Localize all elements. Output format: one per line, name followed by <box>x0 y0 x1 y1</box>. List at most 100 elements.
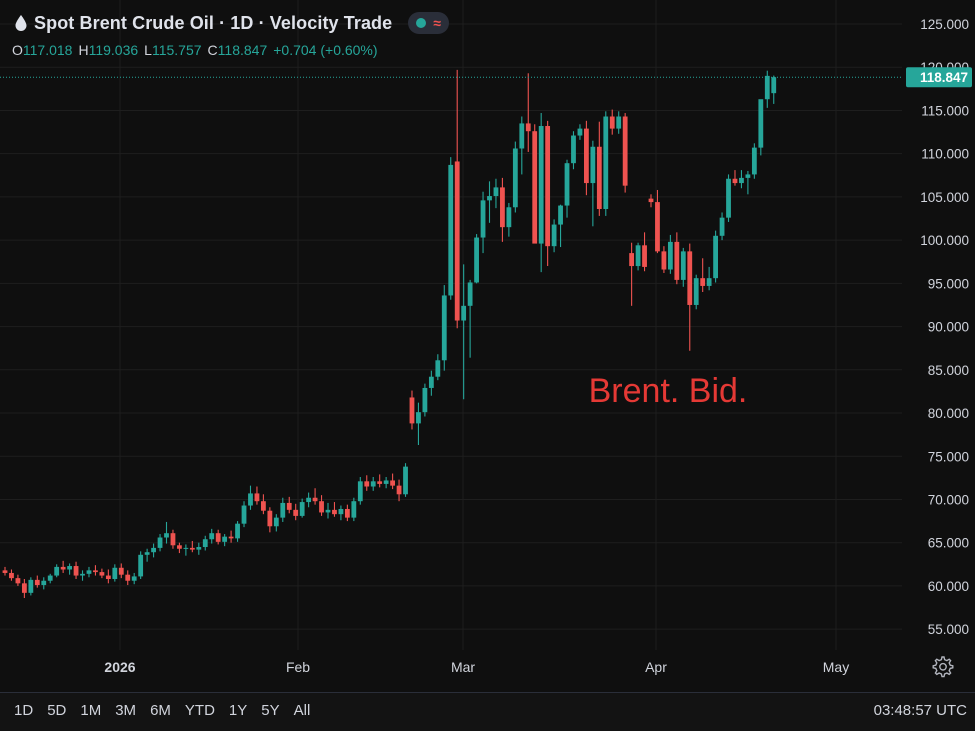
y-tick-label: 110.000 <box>921 147 969 162</box>
price-axis: 125.000120.000115.000110.000105.000100.0… <box>0 17 972 675</box>
candle <box>86 566 92 578</box>
candle <box>448 157 454 300</box>
candle-body <box>622 116 628 186</box>
candle <box>54 564 60 578</box>
candle-body <box>344 508 350 518</box>
candle <box>235 521 240 542</box>
candle <box>280 497 286 522</box>
candle <box>480 191 486 254</box>
candle-body <box>151 547 156 553</box>
candle-body <box>642 245 647 267</box>
candle <box>596 121 602 216</box>
candle <box>751 143 757 179</box>
candle-body <box>312 497 318 502</box>
x-tick-label: May <box>823 659 849 675</box>
candle-body <box>655 202 660 252</box>
ohlc-readout: O117.018 H119.036 L115.757 C118.847 +0.7… <box>12 42 378 58</box>
candle-body <box>138 554 144 577</box>
candle-body <box>215 533 221 542</box>
candle-body <box>280 502 286 518</box>
candle <box>764 70 770 108</box>
candle <box>629 242 635 306</box>
candle <box>771 75 777 104</box>
oil-drop-icon <box>15 15 27 31</box>
timeframe-6m[interactable]: 6M <box>150 702 171 719</box>
candle <box>571 131 576 170</box>
candle <box>680 247 686 287</box>
candle-body <box>209 533 215 540</box>
candle-body <box>693 278 699 305</box>
candle <box>164 521 169 544</box>
candle-body <box>80 573 85 576</box>
candle-body <box>267 510 273 527</box>
candle-body <box>60 566 66 570</box>
timeframe-1d[interactable]: 1D <box>14 702 34 719</box>
market-status-badge[interactable]: ≈ <box>408 12 449 34</box>
candle <box>551 219 557 253</box>
wave-icon: ≈ <box>433 15 441 31</box>
candle <box>254 486 260 505</box>
timeframe-3m[interactable]: 3M <box>115 702 137 719</box>
candle <box>151 543 156 558</box>
timeframe-selector: 1D 5D 1M 3M 6M YTD 1Y 5Y All <box>14 702 310 719</box>
candle <box>138 551 144 580</box>
candle <box>674 232 680 285</box>
y-tick-label: 80.000 <box>928 406 969 421</box>
candle-body <box>706 278 712 286</box>
candle <box>99 568 105 579</box>
timeframe-1m[interactable]: 1M <box>80 702 102 719</box>
timeframe-ytd[interactable]: YTD <box>184 702 215 719</box>
timeframe-5d[interactable]: 5D <box>47 702 67 719</box>
candle <box>131 572 137 585</box>
candle-body <box>28 579 34 593</box>
candle <box>648 194 654 208</box>
candle <box>642 232 647 272</box>
candle <box>474 234 479 284</box>
timeframe-1y[interactable]: 1Y <box>228 702 248 719</box>
candle <box>532 124 538 244</box>
candle-body <box>525 123 531 132</box>
candle-body <box>47 575 53 581</box>
candle <box>428 370 434 396</box>
candle <box>622 113 628 193</box>
candle <box>409 390 415 430</box>
timeframe-5y[interactable]: 5Y <box>261 702 280 719</box>
candle <box>332 502 337 517</box>
candle <box>9 569 14 581</box>
candle <box>487 181 492 223</box>
candle-body <box>635 245 641 267</box>
candle-body <box>364 481 370 487</box>
candle-body <box>609 116 615 129</box>
candle <box>67 563 72 575</box>
candle <box>635 242 641 271</box>
candle <box>441 285 447 371</box>
candle <box>248 485 253 510</box>
candle-body <box>112 567 118 580</box>
candle <box>228 530 234 543</box>
candle-body <box>144 552 150 555</box>
candle-body <box>435 360 441 377</box>
x-tick-label: Mar <box>451 659 475 675</box>
candle <box>267 507 273 533</box>
candle-body <box>357 481 363 502</box>
candle <box>493 178 499 209</box>
candle-body <box>338 508 344 515</box>
candle-body <box>286 502 292 510</box>
candle-body <box>125 574 131 581</box>
candle <box>189 540 195 553</box>
candle <box>590 140 596 227</box>
candle-body <box>700 278 706 286</box>
candle-series <box>2 69 777 599</box>
price-chart[interactable]: 125.000120.000115.000110.000105.000100.0… <box>0 0 975 692</box>
candle <box>286 496 292 514</box>
candle <box>512 141 518 213</box>
y-tick-label: 70.000 <box>928 492 969 507</box>
settings-gear-icon[interactable] <box>932 656 954 678</box>
x-tick-label: Apr <box>645 659 667 675</box>
candle <box>545 120 551 267</box>
timeframe-all[interactable]: All <box>293 702 311 719</box>
x-tick-label: Feb <box>286 659 310 675</box>
candle-body <box>9 572 14 579</box>
candle-body <box>325 509 331 513</box>
candle <box>506 202 512 237</box>
